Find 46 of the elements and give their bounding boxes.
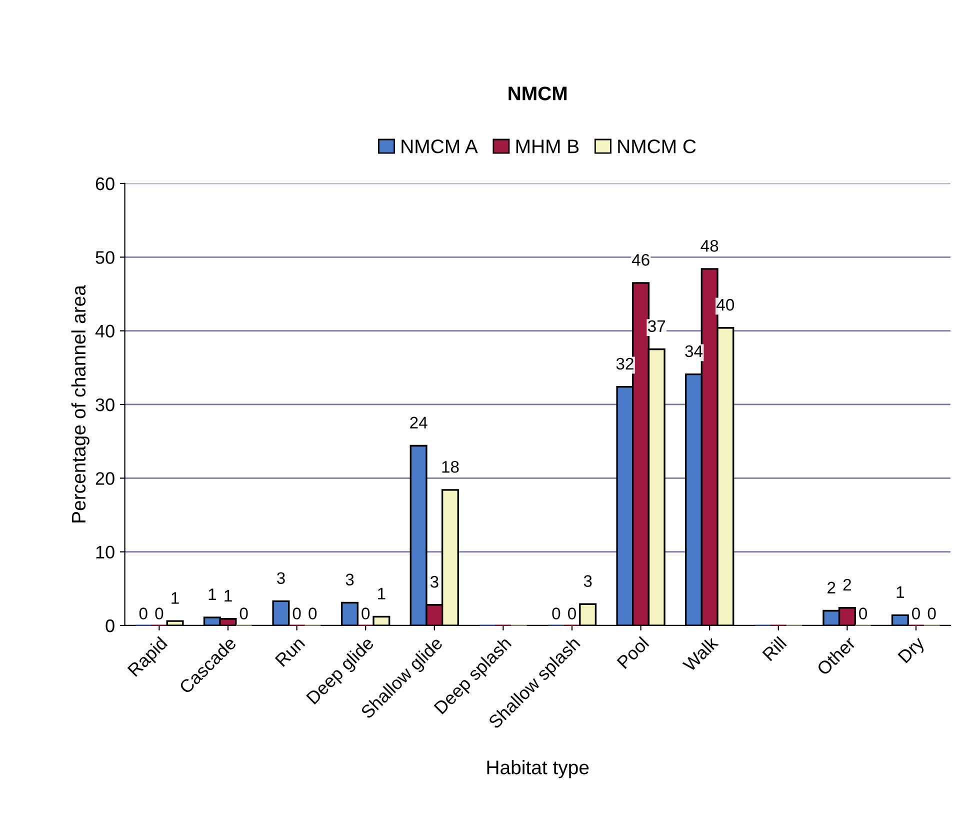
- data-label: 0: [139, 608, 148, 620]
- data-label: 0: [308, 608, 317, 620]
- x-axis-title: Habitat type: [487, 760, 589, 778]
- data-label: 1: [896, 586, 904, 598]
- y-tick-label: 0: [106, 619, 114, 632]
- legend-label: NMCM A: [402, 140, 478, 154]
- data-label: 18: [442, 460, 459, 473]
- data-label: 24: [410, 416, 428, 428]
- data-label: 1: [208, 588, 216, 600]
- legend-label: MHM B: [516, 140, 579, 154]
- y-axis-title: Percentage of channel area: [71, 285, 90, 522]
- y-tick-label: 30: [96, 398, 114, 412]
- data-label: 0: [568, 608, 576, 620]
- x-tick-label: Rill: [762, 636, 787, 662]
- y-tick-label: 60: [96, 177, 114, 190]
- data-label: 0: [240, 608, 248, 620]
- y-tick-label: 20: [96, 472, 114, 485]
- data-label: 0: [859, 608, 868, 620]
- data-label: 3: [430, 576, 438, 588]
- data-label: 0: [928, 608, 936, 620]
- data-label: 37: [648, 320, 666, 332]
- data-label: 1: [378, 588, 386, 600]
- data-label: 2: [828, 582, 836, 594]
- data-label: 1: [172, 592, 179, 604]
- y-tick-label: 40: [95, 324, 114, 338]
- data-label: 0: [292, 608, 301, 620]
- x-tick-label: Dry: [898, 636, 928, 666]
- data-label: 0: [155, 608, 164, 620]
- data-label: 3: [584, 575, 592, 587]
- data-label: 0: [552, 608, 560, 620]
- data-label: 2: [843, 578, 851, 590]
- data-label: 0: [362, 608, 370, 620]
- data-label: 0: [912, 608, 920, 620]
- data-label: 1: [224, 590, 232, 602]
- chart-title: NMCM: [508, 86, 567, 100]
- data-label: 3: [276, 572, 285, 584]
- x-tick-label: Run: [274, 636, 306, 667]
- data-label: 32: [616, 358, 634, 370]
- data-label: 48: [700, 240, 718, 252]
- data-label: 40: [716, 298, 734, 311]
- data-label: 34: [685, 345, 703, 358]
- data-label: 46: [632, 254, 650, 266]
- data-label: 3: [346, 574, 354, 586]
- legend-label: NMCM C: [618, 140, 696, 154]
- y-tick-label: 10: [96, 546, 114, 559]
- y-tick-label: 50: [96, 251, 114, 264]
